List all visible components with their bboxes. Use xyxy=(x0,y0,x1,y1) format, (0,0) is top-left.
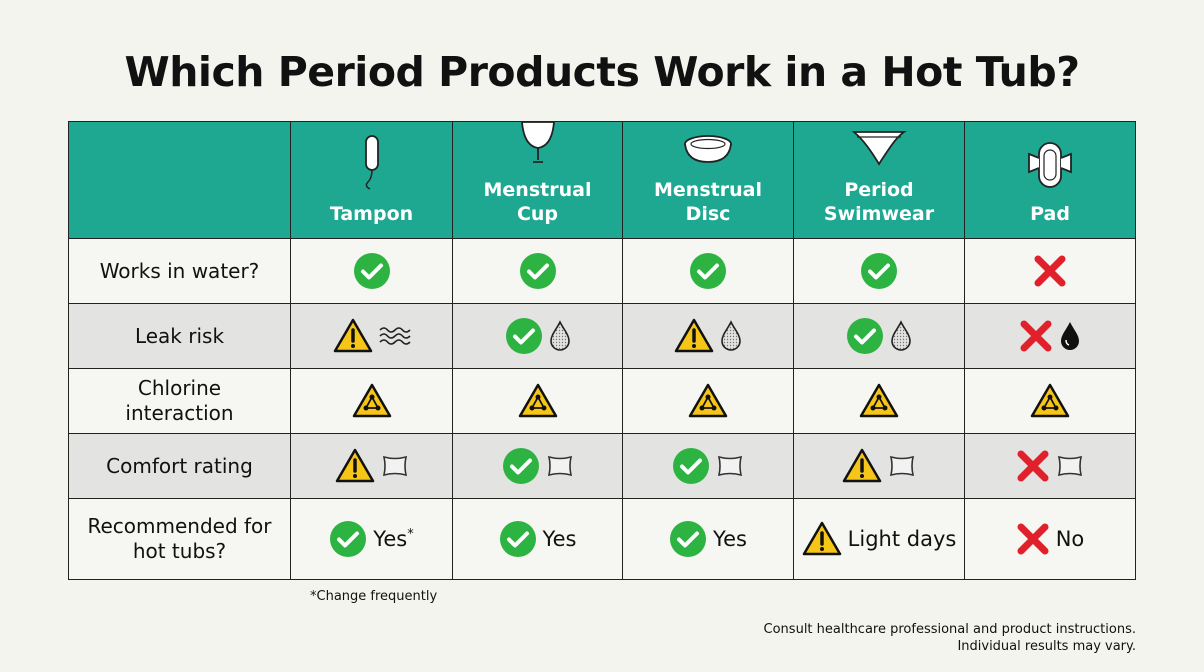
status-icon xyxy=(378,325,411,347)
disclaimer: Consult healthcare professional and prod… xyxy=(764,621,1136,655)
status-icon xyxy=(502,447,540,485)
status-cell xyxy=(453,369,623,434)
status-cell xyxy=(453,239,623,304)
status-icon xyxy=(352,383,392,419)
status-icon xyxy=(720,320,742,352)
product-icon xyxy=(682,132,734,172)
status-icon xyxy=(1056,454,1084,478)
status-icon xyxy=(888,454,916,478)
status-cell xyxy=(623,369,794,434)
status-text-wrap: Yes* xyxy=(373,527,413,551)
status-cell: Light days xyxy=(794,499,965,580)
row-label: Comfort rating xyxy=(68,434,291,499)
status-icon xyxy=(519,252,557,290)
status-cell xyxy=(965,369,1136,434)
status-icon xyxy=(1019,319,1053,353)
footnote: *Change frequently xyxy=(310,589,438,604)
column-header: Pad xyxy=(965,121,1136,239)
row-label: Recommended for hot tubs? xyxy=(68,499,291,580)
status-cell xyxy=(965,239,1136,304)
status-cell xyxy=(794,369,965,434)
status-cell xyxy=(965,304,1136,369)
disclaimer-line: Individual results may vary. xyxy=(957,639,1136,654)
status-icon xyxy=(672,447,710,485)
status-text: Light days xyxy=(847,527,957,551)
status-icon xyxy=(549,320,571,352)
product-icon xyxy=(1025,140,1075,196)
status-icon xyxy=(890,320,912,352)
status-icon xyxy=(1016,449,1050,483)
status-icon xyxy=(842,448,882,484)
status-cell xyxy=(453,304,623,369)
status-icon xyxy=(381,454,409,478)
column-title: Menstrual Disc xyxy=(654,179,762,225)
status-icon xyxy=(1016,522,1050,556)
status-cell xyxy=(291,239,453,304)
column-header: Period Swimwear xyxy=(794,121,965,239)
status-cell: No xyxy=(965,499,1136,580)
column-header: Menstrual Cup xyxy=(453,121,623,239)
column-title: Pad xyxy=(1030,203,1070,225)
status-cell xyxy=(965,434,1136,499)
status-icon xyxy=(353,252,391,290)
footnote-marker: * xyxy=(407,527,414,542)
column-header: Tampon xyxy=(291,121,453,239)
status-cell xyxy=(794,304,965,369)
status-icon xyxy=(859,383,899,419)
column-title: Period Swimwear xyxy=(823,179,935,225)
row-label: Works in water? xyxy=(68,239,291,304)
status-icon xyxy=(1033,254,1067,288)
status-icon xyxy=(716,454,744,478)
status-icon xyxy=(674,318,714,354)
status-cell xyxy=(623,304,794,369)
status-cell: Yes xyxy=(453,499,623,580)
status-text: No xyxy=(1055,527,1085,551)
comparison-table: Tampon Menstrual Cup Menstrual Disc Period … xyxy=(68,121,1136,580)
status-icon xyxy=(689,252,727,290)
status-icon xyxy=(329,520,367,558)
status-cell: Yes* xyxy=(291,499,453,580)
status-icon xyxy=(1059,320,1081,352)
status-icon xyxy=(499,520,537,558)
status-cell xyxy=(794,434,965,499)
status-cell xyxy=(623,239,794,304)
status-cell: Yes xyxy=(623,499,794,580)
header-corner xyxy=(68,121,291,239)
status-cell xyxy=(291,369,453,434)
status-icon xyxy=(1030,383,1070,419)
product-icon xyxy=(851,128,907,172)
status-text: Yes xyxy=(542,527,577,551)
column-title: Tampon xyxy=(329,203,414,225)
status-cell xyxy=(623,434,794,499)
status-icon xyxy=(505,317,543,355)
status-icon xyxy=(335,448,375,484)
status-icon xyxy=(518,383,558,419)
status-cell xyxy=(453,434,623,499)
status-cell xyxy=(794,239,965,304)
status-cell xyxy=(291,434,453,499)
product-icon xyxy=(518,118,558,172)
column-header: Menstrual Disc xyxy=(623,121,794,239)
status-cell xyxy=(291,304,453,369)
status-text: Yes xyxy=(373,527,408,551)
disclaimer-line: Consult healthcare professional and prod… xyxy=(763,622,1136,637)
title: Which Period Products Work in a Hot Tub? xyxy=(124,48,1081,96)
status-icon xyxy=(802,521,842,557)
row-label: Leak risk xyxy=(68,304,291,369)
status-icon xyxy=(333,318,373,354)
column-title: Menstrual Cup xyxy=(483,179,592,225)
product-icon xyxy=(357,134,387,196)
row-label: Chlorine interaction xyxy=(68,369,291,434)
status-icon xyxy=(546,454,574,478)
status-icon xyxy=(688,383,728,419)
status-icon xyxy=(669,520,707,558)
status-icon xyxy=(860,252,898,290)
status-icon xyxy=(846,317,884,355)
status-text: Yes xyxy=(713,527,747,551)
